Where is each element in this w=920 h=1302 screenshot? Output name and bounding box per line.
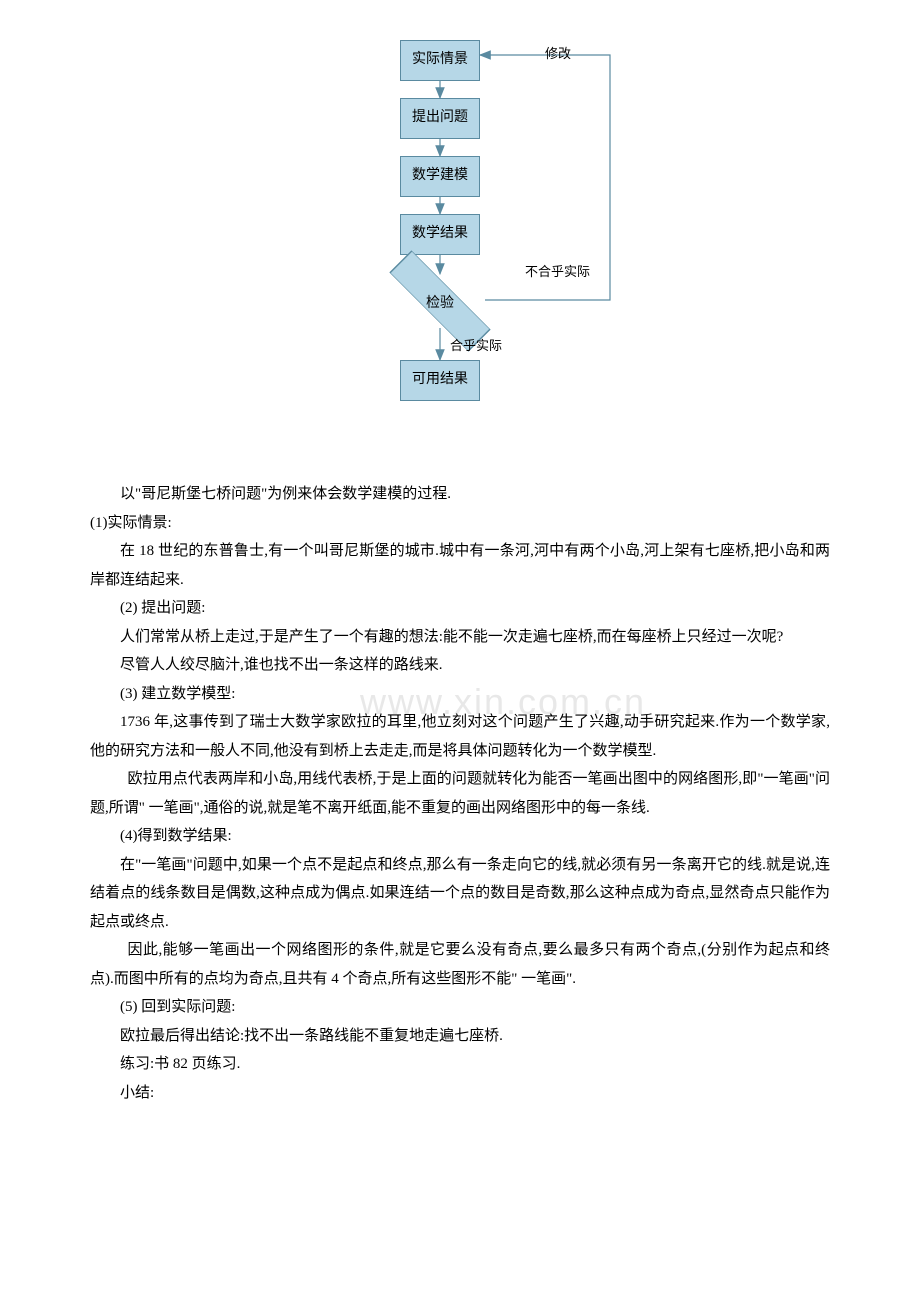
flow-node-label: 可用结果: [412, 372, 468, 387]
flow-node-label: 提出问题: [412, 110, 468, 125]
flow-node-check: 检验: [400, 275, 480, 327]
section-2-label: (2) 提出问题:: [90, 594, 830, 623]
flow-node-result: 数学结果: [400, 214, 480, 255]
section-1-label: (1)实际情景:: [90, 509, 830, 538]
intro-paragraph: 以"哥尼斯堡七桥问题"为例来体会数学建模的过程.: [90, 480, 830, 509]
section-2-paragraph-2: 尽管人人绞尽脑汁,谁也找不出一条这样的路线来.: [90, 651, 830, 680]
summary-line: 小结:: [90, 1079, 830, 1108]
section-4-paragraph-1: 在"一笔画"问题中,如果一个点不是起点和终点,那么有一条走向它的线,就必须有另一…: [90, 851, 830, 937]
edge-label-not-realistic: 不合乎实际: [525, 260, 590, 285]
section-4-label: (4)得到数学结果:: [90, 822, 830, 851]
document-body: 以"哥尼斯堡七桥问题"为例来体会数学建模的过程. (1)实际情景: 在 18 世…: [90, 480, 830, 1107]
flowchart-mathematical-modeling: 实际情景 提出问题 数学建模 数学结果 检验 可用结果 修改 不合乎实际 合乎实…: [350, 40, 750, 400]
section-2-paragraph-1: 人们常常从桥上走过,于是产生了一个有趣的想法:能不能一次走遍七座桥,而在每座桥上…: [90, 623, 830, 652]
flow-node-label: 数学结果: [412, 226, 468, 241]
section-4-paragraph-2: 因此,能够一笔画出一个网络图形的条件,就是它要么没有奇点,要么最多只有两个奇点,…: [90, 936, 830, 993]
edge-label-realistic: 合乎实际: [450, 334, 502, 359]
section-1-paragraph: 在 18 世纪的东普鲁士,有一个叫哥尼斯堡的城市.城中有一条河,河中有两个小岛,…: [90, 537, 830, 594]
flow-node-label: 数学建模: [412, 168, 468, 183]
section-3-label: (3) 建立数学模型:: [90, 680, 830, 709]
flow-node-scenario: 实际情景: [400, 40, 480, 81]
edge-label-modify: 修改: [545, 42, 571, 67]
flow-node-label: 检验: [400, 291, 480, 318]
section-3-paragraph-1: 1736 年,这事传到了瑞士大数学家欧拉的耳里,他立刻对这个问题产生了兴趣,动手…: [90, 708, 830, 765]
flow-node-usable: 可用结果: [400, 360, 480, 401]
section-5-paragraph: 欧拉最后得出结论:找不出一条路线能不重复地走遍七座桥.: [90, 1022, 830, 1051]
flow-node-question: 提出问题: [400, 98, 480, 139]
practice-line: 练习:书 82 页练习.: [90, 1050, 830, 1079]
flow-node-label: 实际情景: [412, 52, 468, 67]
section-5-label: (5) 回到实际问题:: [90, 993, 830, 1022]
section-3-paragraph-2: 欧拉用点代表两岸和小岛,用线代表桥,于是上面的问题就转化为能否一笔画出图中的网络…: [90, 765, 830, 822]
flow-node-modeling: 数学建模: [400, 156, 480, 197]
